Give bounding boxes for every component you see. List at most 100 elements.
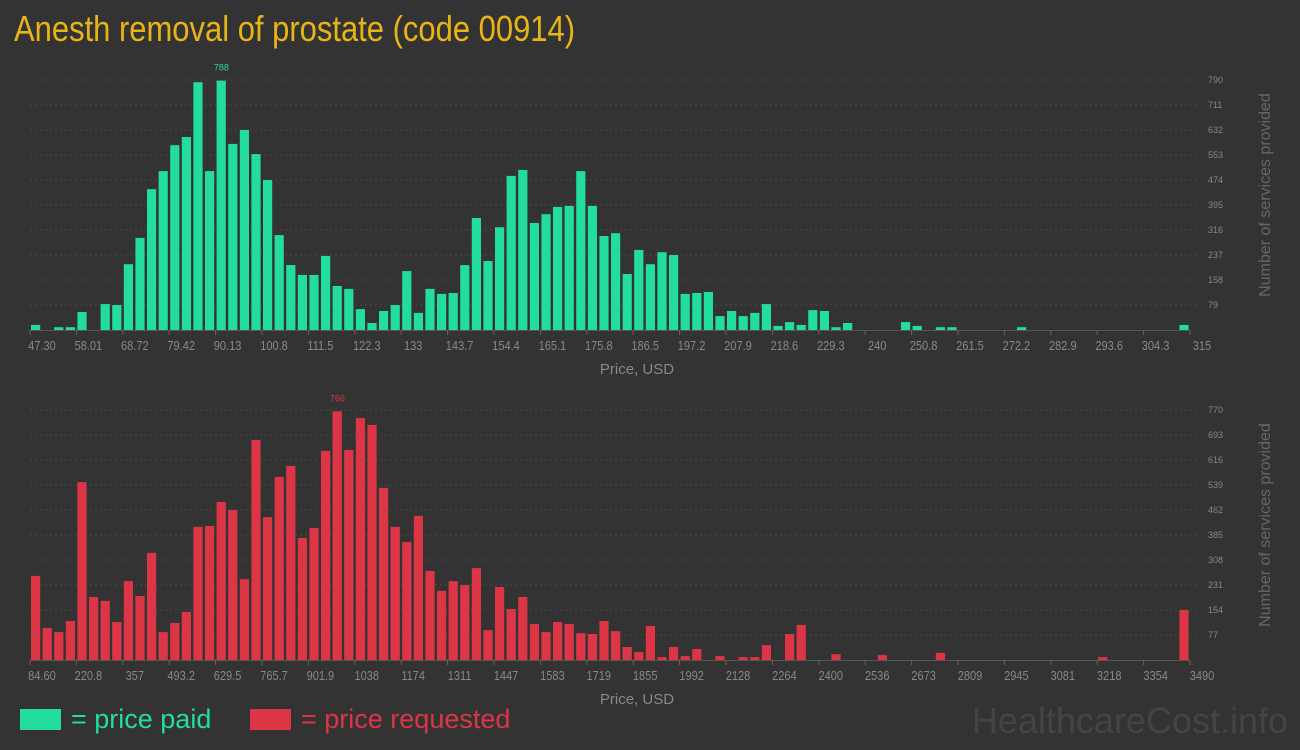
histogram-bar	[216, 80, 226, 330]
histogram-bar	[286, 465, 296, 660]
histogram-bar	[228, 510, 238, 660]
histogram-bar	[634, 651, 644, 660]
x-tick-label: 2536	[865, 668, 890, 683]
histogram-bar	[402, 271, 412, 330]
histogram-bar	[123, 264, 133, 330]
histogram-bar	[135, 237, 145, 330]
y-tick-label: 77	[1208, 630, 1218, 640]
histogram-bar	[367, 424, 377, 660]
histogram-bar	[193, 82, 203, 330]
histogram-bar	[831, 327, 841, 330]
x-tick-label: 207.9	[724, 338, 752, 353]
x-tick-label: 154.4	[492, 338, 520, 353]
histogram-bar	[715, 316, 725, 330]
histogram-bar	[564, 624, 574, 660]
histogram-bar	[42, 627, 52, 660]
histogram-bar	[297, 537, 307, 660]
histogram-bar	[553, 206, 563, 330]
histogram-bar	[402, 542, 412, 660]
x-tick-label: 1311	[448, 668, 472, 683]
histogram-bar	[286, 265, 296, 330]
y-tick-label: 237	[1208, 250, 1223, 260]
histogram-bar	[692, 649, 702, 660]
x-tick-label: 47.30	[28, 338, 56, 353]
x-tick-label: 79.42	[167, 338, 195, 353]
x-tick-label: 901.9	[307, 668, 335, 683]
x-tick-label: 68.72	[121, 338, 149, 353]
histogram-bar	[193, 526, 203, 660]
x-tick-label: 165.1	[539, 338, 567, 353]
x-tick-label: 357	[126, 668, 145, 683]
x-tick-label: 2264	[772, 668, 797, 683]
histogram-bar	[843, 323, 853, 330]
histogram-bar	[518, 597, 528, 660]
histogram-bar	[170, 145, 180, 330]
histogram-bar	[680, 293, 690, 330]
x-tick-label: 3354	[1143, 668, 1168, 683]
histogram-bar	[448, 293, 458, 330]
histogram-bar	[448, 581, 458, 660]
x-tick-label: 220.8	[75, 668, 103, 683]
x-tick-label: 1855	[633, 668, 658, 683]
x-tick-label: 2128	[726, 668, 751, 683]
y-tick-label: 385	[1208, 530, 1223, 540]
histogram-bar	[553, 622, 563, 660]
x-tick-label: 143.7	[446, 338, 474, 353]
histogram-bar	[321, 450, 331, 660]
histogram-bar	[471, 218, 481, 330]
watermark: HealthcareCost.info	[971, 700, 1288, 741]
histogram-bar	[564, 205, 574, 330]
histogram-bar	[355, 309, 365, 330]
histogram-bar	[738, 316, 748, 330]
histogram-bar	[587, 205, 597, 330]
histogram-bar	[379, 487, 389, 660]
histogram-bar	[599, 621, 609, 660]
histogram-bar	[425, 288, 435, 330]
histogram-bar	[518, 169, 528, 330]
histogram-bar	[344, 449, 354, 660]
histogram-bar	[321, 255, 331, 330]
histogram-bar	[332, 411, 342, 660]
histogram-bar	[761, 645, 771, 660]
histogram-bar	[413, 515, 423, 660]
x-tick-label: 90.13	[214, 338, 242, 353]
x-tick-label: 1447	[494, 668, 519, 683]
histogram-bar	[274, 235, 284, 330]
y-tick-label: 711	[1208, 100, 1222, 110]
histogram-bar	[529, 624, 539, 660]
histogram-bar	[808, 310, 818, 330]
x-tick-label: 240	[868, 338, 887, 353]
histogram-bar	[750, 657, 760, 660]
chart-title: Anesth removal of prostate (code 00914)	[14, 8, 576, 49]
y-tick-label: 316	[1208, 225, 1223, 235]
histogram-bar	[390, 305, 400, 330]
histogram-bar	[576, 171, 586, 330]
peak-value-label: 788	[214, 63, 229, 73]
x-tick-label: 3081	[1051, 668, 1076, 683]
y-axis-title: Number of services provided	[1257, 423, 1274, 627]
histogram-bar	[158, 171, 168, 330]
histogram-bar	[634, 249, 644, 330]
histogram-bar	[77, 312, 87, 330]
y-tick-label: 154	[1208, 605, 1223, 615]
x-tick-label: 218.6	[771, 338, 799, 353]
histogram-bar	[599, 236, 609, 330]
histogram-bar	[181, 137, 191, 330]
histogram-bar	[460, 265, 470, 330]
histogram-bar	[205, 171, 215, 330]
legend-requested-label: = price requested	[301, 703, 511, 734]
histogram-bar	[170, 623, 180, 660]
x-tick-label: 1992	[679, 668, 704, 683]
histogram-bar	[576, 633, 586, 660]
histogram-bar	[379, 311, 389, 330]
x-tick-label: 272.2	[1003, 338, 1031, 353]
histogram-bar	[947, 327, 957, 330]
histogram-bar	[645, 625, 655, 660]
x-tick-label: 261.5	[956, 338, 984, 353]
x-tick-label: 1719	[587, 668, 612, 683]
histogram-bar	[669, 255, 679, 330]
histogram-bar	[54, 327, 64, 330]
x-tick-label: 2673	[911, 668, 936, 683]
histogram-bar	[541, 632, 551, 660]
histogram-bar	[715, 656, 725, 660]
